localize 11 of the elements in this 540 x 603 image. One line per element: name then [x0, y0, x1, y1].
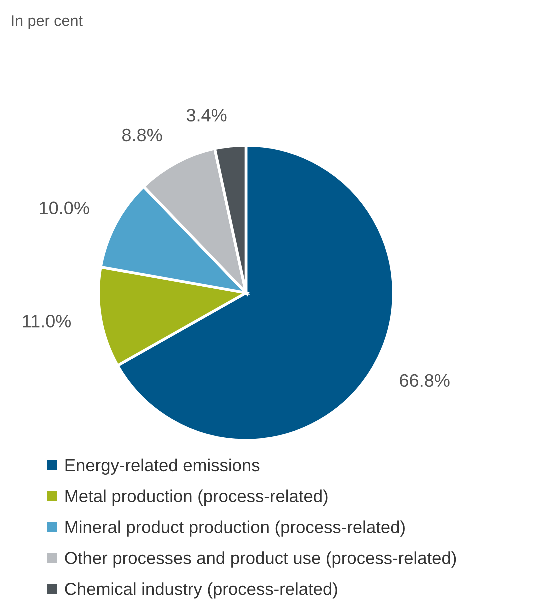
legend-label: Chemical industry (process-related)	[65, 582, 338, 599]
data-label: 66.8%	[400, 374, 450, 388]
data-label: 10.0%	[40, 202, 90, 215]
data-label: 8.8%	[122, 128, 162, 142]
data-label: 11.0%	[23, 315, 72, 328]
data-label: 3.4%	[186, 109, 227, 122]
legend-label: Energy-related emissions	[66, 458, 260, 476]
legend-label: Metal production (process-related)	[66, 490, 328, 506]
chart-subtitle: In per cent	[12, 16, 83, 30]
legend-label: Other processes and product use (process-related)	[65, 552, 456, 568]
legend-label: Mineral product production (process-related)	[66, 520, 405, 537]
